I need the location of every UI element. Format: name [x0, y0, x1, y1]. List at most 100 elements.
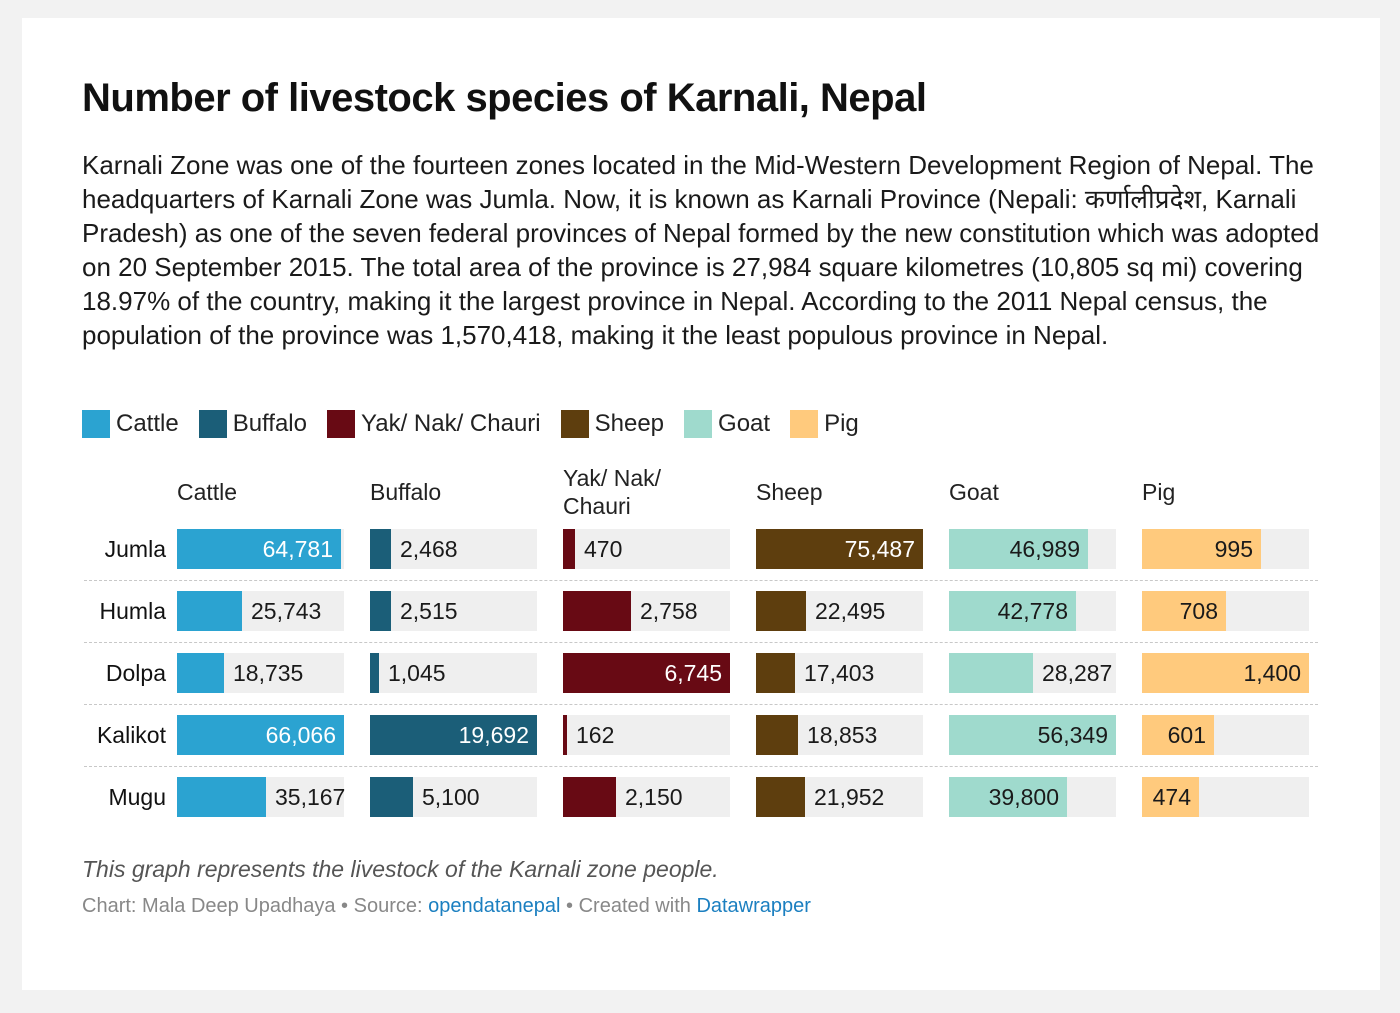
cell-buffalo-dolpa: 1,045 [370, 653, 537, 693]
cell-sheep-jumla: 75,487 [756, 529, 923, 569]
column-header-pig: Pig [1142, 479, 1176, 505]
legend-swatch [198, 410, 227, 438]
column-header-buffalo: Buffalo [370, 479, 442, 505]
data-label: 64,781 [262, 536, 333, 562]
legend-item-sheep: Sheep [560, 410, 665, 438]
cell-yak-nak-chauri-kalikot: 162 [563, 715, 730, 755]
bar-cattle-humla [177, 591, 242, 631]
data-label: 35,167 [275, 784, 346, 810]
legend-label: Pig [824, 410, 859, 437]
column-header-sheep: Sheep [756, 479, 823, 505]
legend-swatch [82, 410, 110, 438]
data-label: 19,692 [458, 722, 529, 748]
data-label: 17,403 [804, 660, 875, 686]
data-label: 66,066 [265, 722, 336, 748]
cell-pig-jumla: 995 [1142, 529, 1309, 569]
row-separator [84, 580, 1318, 581]
legend-label: Goat [718, 410, 771, 437]
cell-cattle-mugu: 35,167 [177, 777, 346, 817]
footer-source-prefix: Source: [353, 895, 429, 917]
column-header-goat: Goat [949, 479, 999, 505]
data-label: 56,349 [1037, 722, 1108, 748]
bar-cattle-mugu [177, 777, 266, 817]
data-label: 2,468 [400, 536, 458, 562]
data-label: 470 [584, 536, 623, 562]
row-label-mugu: Mugu [108, 783, 166, 810]
data-label: 25,743 [251, 598, 322, 624]
data-label: 22,495 [815, 598, 886, 624]
bar-sheep-mugu [756, 777, 805, 817]
row-separator [84, 704, 1318, 705]
bar-sheep-kalikot [756, 715, 798, 755]
data-label: 18,735 [233, 660, 304, 686]
footer-created-prefix: Created with [578, 895, 697, 917]
cell-pig-humla: 708 [1142, 591, 1309, 631]
bar-buffalo-kalikot [370, 715, 537, 755]
row-label-kalikot: Kalikot [96, 721, 166, 748]
bar-buffalo-dolpa [370, 653, 379, 693]
bar-yak-nak-chauri-humla [563, 591, 631, 631]
data-label: 162 [576, 722, 615, 748]
bar-buffalo-mugu [370, 777, 413, 817]
legend-item-yak-nak-chauri: Yak/ Nak/ Chauri [327, 410, 541, 438]
data-label: 5,100 [422, 784, 480, 810]
cell-buffalo-humla: 2,515 [370, 591, 537, 631]
bar-yak-nak-chauri-dolpa [563, 653, 730, 693]
bar-pig-dolpa [1142, 653, 1309, 693]
cell-sheep-humla: 22,495 [756, 591, 923, 631]
legend-label: Buffalo [232, 410, 307, 437]
bar-sheep-humla [756, 591, 806, 631]
bar-goat-jumla [949, 529, 1088, 569]
bar-goat-kalikot [949, 715, 1116, 755]
source-link[interactable]: opendatanepal [428, 895, 561, 917]
cell-buffalo-jumla: 2,468 [370, 529, 537, 569]
row-label-jumla: Jumla [104, 535, 166, 562]
data-label: 601 [1167, 722, 1206, 748]
cell-pig-kalikot: 601 [1142, 715, 1309, 755]
legend-label: Yak/ Nak/ Chauri [361, 410, 541, 437]
cell-pig-dolpa: 1,400 [1142, 653, 1309, 693]
cell-goat-dolpa: 28,287 [949, 653, 1116, 693]
data-label: 474 [1152, 784, 1191, 810]
cell-goat-mugu: 39,800 [949, 777, 1116, 817]
bar-cattle-dolpa [177, 653, 224, 693]
chart-title: Number of livestock species of Karnali, … [82, 76, 927, 120]
cell-sheep-kalikot: 18,853 [756, 715, 923, 755]
data-label: 75,487 [844, 536, 915, 562]
chart-footer: Chart: Mala Deep Upadhaya • Source: open… [82, 895, 811, 918]
data-label: 708 [1179, 598, 1218, 624]
cell-buffalo-kalikot: 19,692 [370, 715, 537, 755]
bar-yak-nak-chauri-mugu [563, 777, 616, 817]
datawrapper-link[interactable]: Datawrapper [696, 895, 811, 917]
bar-sheep-jumla [756, 529, 923, 569]
data-label: 995 [1214, 536, 1253, 562]
cell-goat-humla: 42,778 [949, 591, 1116, 631]
cell-yak-nak-chauri-dolpa: 6,745 [563, 653, 730, 693]
bar-pig-mugu [1142, 777, 1199, 817]
data-label: 6,745 [664, 660, 722, 686]
cell-goat-jumla: 46,989 [949, 529, 1116, 569]
cell-yak-nak-chauri-jumla: 470 [563, 529, 730, 569]
cell-pig-mugu: 474 [1142, 777, 1309, 817]
cell-cattle-dolpa: 18,735 [177, 653, 344, 693]
legend-label: Sheep [594, 410, 665, 437]
bar-yak-nak-chauri-jumla [563, 529, 575, 569]
bar-goat-dolpa [949, 653, 1033, 693]
cell-cattle-kalikot: 66,066 [177, 715, 344, 755]
footer-separator: • [560, 895, 579, 917]
footer-separator: • [335, 895, 354, 917]
data-label: 1,045 [388, 660, 446, 686]
chart-legend: Cattle Buffalo Yak/ Nak/ Chauri Sheep Goat Pi… [82, 408, 879, 440]
row-label-dolpa: Dolpa [105, 659, 166, 686]
data-label: 1,400 [1243, 660, 1301, 686]
data-label: 2,150 [625, 784, 683, 810]
column-header-cattle: Cattle [177, 479, 238, 505]
chart-description: Karnali Zone was one of the fourteen zon… [82, 150, 1320, 350]
data-label: 42,778 [997, 598, 1068, 624]
bar-pig-kalikot [1142, 715, 1214, 755]
legend-label: Cattle [116, 410, 179, 437]
data-label: 2,515 [400, 598, 458, 624]
bar-buffalo-jumla [370, 529, 391, 569]
bar-goat-humla [949, 591, 1076, 631]
data-label: 2,758 [640, 598, 698, 624]
